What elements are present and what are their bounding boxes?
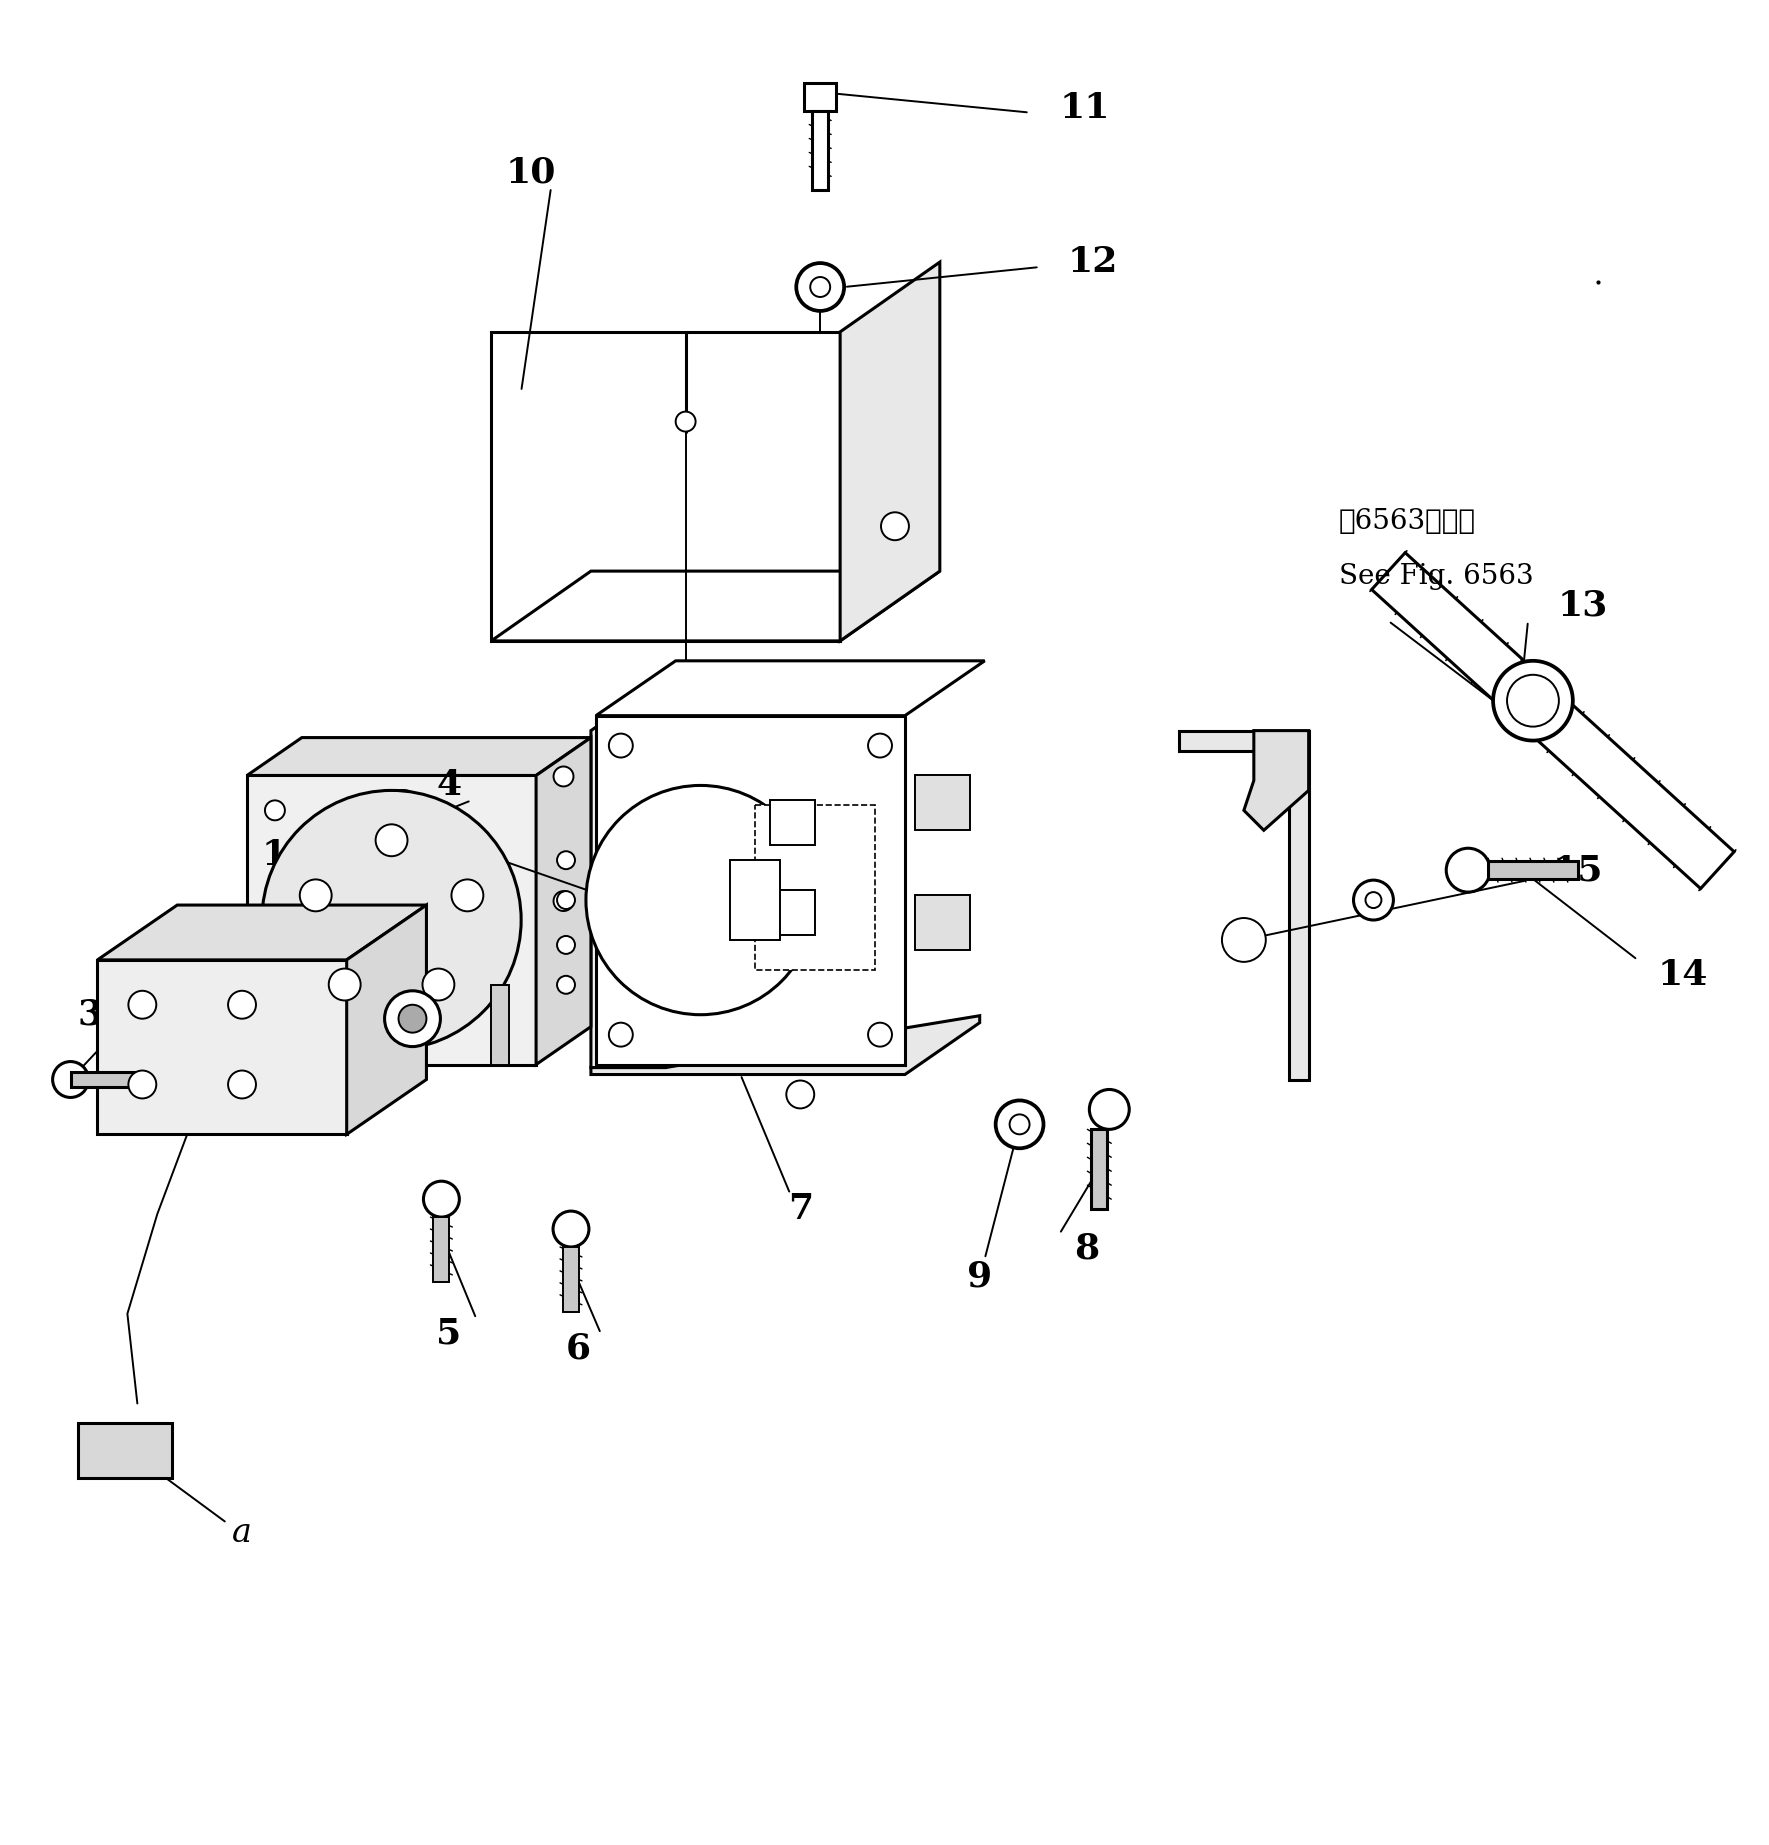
Bar xyxy=(433,1218,449,1282)
Circle shape xyxy=(609,1022,633,1046)
Text: 15: 15 xyxy=(1553,852,1603,887)
Bar xyxy=(812,111,828,190)
Circle shape xyxy=(869,1022,892,1046)
Circle shape xyxy=(53,1061,88,1098)
Circle shape xyxy=(329,969,361,1000)
Circle shape xyxy=(384,991,440,1046)
Circle shape xyxy=(810,277,830,297)
Circle shape xyxy=(265,1020,285,1039)
Polygon shape xyxy=(1244,731,1309,830)
Polygon shape xyxy=(596,661,985,716)
Bar xyxy=(492,985,509,1065)
Circle shape xyxy=(423,1181,460,1218)
Circle shape xyxy=(262,790,522,1050)
Text: a: a xyxy=(467,828,486,862)
Text: 3: 3 xyxy=(78,998,103,1031)
Circle shape xyxy=(1493,661,1573,740)
Bar xyxy=(1488,862,1578,878)
Bar xyxy=(805,83,837,111)
Text: 13: 13 xyxy=(1558,589,1608,624)
Circle shape xyxy=(228,991,257,1018)
Polygon shape xyxy=(248,738,591,775)
Polygon shape xyxy=(591,1017,980,1074)
Circle shape xyxy=(609,734,633,758)
Circle shape xyxy=(129,991,156,1018)
Circle shape xyxy=(554,766,573,786)
Bar xyxy=(563,1247,578,1312)
Polygon shape xyxy=(596,716,906,1065)
Circle shape xyxy=(451,880,483,911)
Circle shape xyxy=(557,976,575,994)
Circle shape xyxy=(996,1100,1044,1148)
Text: 2: 2 xyxy=(391,788,416,823)
Text: 10: 10 xyxy=(506,155,557,190)
Polygon shape xyxy=(97,906,426,959)
Polygon shape xyxy=(492,332,840,640)
Bar xyxy=(1091,1129,1107,1208)
Bar xyxy=(770,801,816,845)
Circle shape xyxy=(554,891,573,911)
Polygon shape xyxy=(536,738,591,1065)
Bar xyxy=(71,1072,140,1087)
Circle shape xyxy=(881,513,909,541)
Circle shape xyxy=(1447,849,1489,893)
Polygon shape xyxy=(1371,554,1734,889)
Bar xyxy=(915,895,969,950)
Bar xyxy=(770,889,816,935)
Circle shape xyxy=(796,264,844,312)
Text: 11: 11 xyxy=(1060,90,1109,125)
Circle shape xyxy=(557,935,575,954)
Text: a: a xyxy=(232,1517,251,1550)
Bar xyxy=(755,806,876,970)
Bar xyxy=(915,775,969,830)
Text: See Fig. 6563: See Fig. 6563 xyxy=(1339,563,1534,590)
Text: 12: 12 xyxy=(1067,245,1118,279)
Circle shape xyxy=(1366,893,1382,908)
Polygon shape xyxy=(347,906,426,1135)
Circle shape xyxy=(265,801,285,821)
Text: 第6563図参照: 第6563図参照 xyxy=(1339,507,1475,535)
Circle shape xyxy=(869,734,892,758)
Polygon shape xyxy=(1180,731,1309,1079)
Circle shape xyxy=(554,1210,589,1247)
Circle shape xyxy=(1507,675,1558,727)
Bar xyxy=(731,860,780,939)
Bar xyxy=(78,1424,172,1478)
Text: 9: 9 xyxy=(968,1260,992,1293)
Circle shape xyxy=(785,1081,814,1109)
Circle shape xyxy=(557,851,575,869)
Circle shape xyxy=(1222,919,1267,961)
Circle shape xyxy=(1010,1114,1030,1135)
Circle shape xyxy=(375,825,407,856)
Text: 4: 4 xyxy=(437,768,462,803)
Text: 14: 14 xyxy=(1658,958,1707,993)
Polygon shape xyxy=(248,775,536,1065)
Polygon shape xyxy=(492,572,939,640)
Circle shape xyxy=(228,1070,257,1098)
Polygon shape xyxy=(840,262,939,640)
Circle shape xyxy=(557,891,575,910)
Text: 8: 8 xyxy=(1074,1232,1100,1266)
Circle shape xyxy=(1090,1090,1129,1129)
Circle shape xyxy=(423,969,455,1000)
Text: 7: 7 xyxy=(787,1192,812,1227)
Text: 5: 5 xyxy=(437,1317,462,1351)
Polygon shape xyxy=(591,679,665,1068)
Circle shape xyxy=(1353,880,1394,921)
Circle shape xyxy=(299,880,331,911)
Circle shape xyxy=(586,786,816,1015)
Circle shape xyxy=(398,1006,426,1033)
Text: 1: 1 xyxy=(262,838,287,873)
Text: 6: 6 xyxy=(566,1332,591,1365)
Circle shape xyxy=(676,411,695,432)
Polygon shape xyxy=(97,959,347,1135)
Circle shape xyxy=(129,1070,156,1098)
